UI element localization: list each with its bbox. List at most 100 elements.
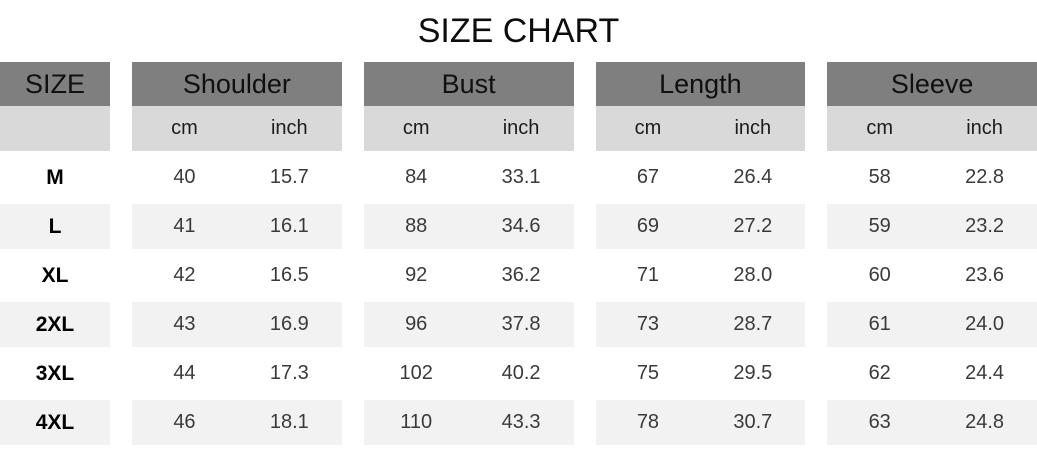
- table-row: 69 27.2: [595, 204, 806, 249]
- size-label-row: M: [0, 155, 110, 200]
- cell-shoulder-cm: 44: [173, 362, 196, 384]
- unit-header-cm: cm: [866, 117, 894, 139]
- cell-length-cm: 67: [636, 166, 660, 188]
- table-row: 42 16.5: [132, 253, 342, 298]
- cell-sleeve-inch: 24.4: [965, 362, 1005, 384]
- cell-sleeve-cm: 62: [868, 362, 891, 384]
- cell-sleeve-cm: 63: [868, 411, 891, 433]
- cell-shoulder-cm: 43: [173, 313, 196, 335]
- size-label-row: 3XL: [0, 351, 110, 396]
- cell-bust-cm: 92: [405, 264, 428, 286]
- cell-sleeve-cm: 58: [868, 166, 891, 188]
- table-row: 110 43.3: [363, 400, 574, 445]
- cell-bust-cm: 102: [399, 362, 433, 384]
- cell-bust-cm: 84: [405, 166, 428, 188]
- cell-shoulder-cm: 41: [173, 215, 196, 237]
- unit-header-cm: cm: [634, 117, 662, 139]
- size-label-row: 4XL: [0, 400, 110, 445]
- unit-header-inch: inch: [270, 117, 308, 139]
- table-row: 92 36.2: [363, 253, 574, 298]
- table-row: 67 26.4: [595, 155, 806, 200]
- cell-length-cm: 69: [636, 215, 660, 237]
- cell-shoulder-inch: 16.5: [269, 264, 309, 286]
- table-row: 40 15.7: [132, 155, 342, 200]
- column-group-length: Length cm inch 67 26.4 69 27.2 71 28.0 7…: [595, 62, 806, 445]
- cell-shoulder-inch: 18.1: [269, 411, 309, 433]
- size-unit-header-empty: [0, 106, 110, 151]
- size-label: 4XL: [35, 410, 75, 434]
- cell-bust-inch: 37.8: [501, 313, 541, 335]
- cell-sleeve-inch: 24.8: [965, 411, 1005, 433]
- cell-bust-inch: 43.3: [501, 411, 541, 433]
- table-row: 84 33.1: [363, 155, 574, 200]
- table-row: 46 18.1: [132, 400, 342, 445]
- table-row: 71 28.0: [595, 253, 806, 298]
- unit-header-inch: inch: [966, 117, 1003, 139]
- size-label-row: L: [0, 204, 110, 249]
- column-header-bust: Bust: [363, 62, 574, 106]
- table-row: 61 24.0: [827, 302, 1037, 347]
- unit-header-inch: inch: [734, 117, 772, 139]
- size-label: 3XL: [35, 361, 75, 385]
- unit-header-cm: cm: [402, 117, 430, 139]
- size-column-header: SIZE: [0, 62, 110, 106]
- table-row: 58 22.8: [827, 155, 1037, 200]
- cell-shoulder-inch: 16.1: [269, 215, 309, 237]
- cell-length-inch: 28.7: [733, 313, 773, 335]
- cell-sleeve-cm: 60: [868, 264, 891, 286]
- column-header-length: Length: [595, 62, 806, 106]
- column-header-shoulder: Shoulder: [132, 62, 342, 106]
- cell-shoulder-inch: 17.3: [269, 362, 309, 384]
- column-group-shoulder: Shoulder cm inch 40 15.7 41 16.1 42 16.5…: [132, 62, 342, 445]
- cell-shoulder-inch: 15.7: [269, 166, 309, 188]
- size-label-row: XL: [0, 253, 110, 298]
- table-row: 75 29.5: [595, 351, 806, 396]
- page-title: SIZE CHART: [417, 11, 620, 50]
- size-label: L: [48, 214, 62, 238]
- size-label: 2XL: [35, 312, 75, 336]
- cell-bust-inch: 40.2: [501, 362, 541, 384]
- cell-sleeve-cm: 59: [868, 215, 891, 237]
- size-column-group: SIZE M L XL 2XL 3XL 4XL: [0, 62, 110, 445]
- unit-header-row: cm inch: [132, 106, 342, 151]
- table-row: 43 16.9: [132, 302, 342, 347]
- unit-header-row: cm inch: [363, 106, 574, 151]
- cell-length-cm: 73: [636, 313, 660, 335]
- cell-length-cm: 71: [636, 264, 660, 286]
- cell-bust-inch: 33.1: [501, 166, 541, 188]
- table-row: 60 23.6: [827, 253, 1037, 298]
- cell-bust-inch: 36.2: [501, 264, 541, 286]
- table-row: 96 37.8: [363, 302, 574, 347]
- cell-sleeve-inch: 24.0: [965, 313, 1005, 335]
- size-label: M: [46, 165, 64, 189]
- cell-shoulder-cm: 46: [173, 411, 196, 433]
- table-row: 59 23.2: [827, 204, 1037, 249]
- cell-shoulder-inch: 16.9: [269, 313, 309, 335]
- column-group-sleeve: Sleeve cm inch 58 22.8 59 23.2 60 23.6 6…: [827, 62, 1037, 445]
- unit-header-row: cm inch: [827, 106, 1037, 151]
- cell-bust-cm: 96: [405, 313, 428, 335]
- cell-length-cm: 78: [636, 411, 660, 433]
- table-row: 62 24.4: [827, 351, 1037, 396]
- table-row: 78 30.7: [595, 400, 806, 445]
- cell-bust-cm: 110: [400, 411, 433, 433]
- table-row: 63 24.8: [827, 400, 1037, 445]
- table-row: 44 17.3: [132, 351, 342, 396]
- cell-length-inch: 30.7: [733, 411, 773, 433]
- cell-length-inch: 26.4: [733, 166, 773, 188]
- cell-sleeve-inch: 23.2: [965, 215, 1005, 237]
- size-label-row: 2XL: [0, 302, 110, 347]
- unit-header-inch: inch: [502, 117, 540, 139]
- cell-bust-cm: 88: [405, 215, 428, 237]
- cell-length-inch: 27.2: [733, 215, 773, 237]
- column-header-sleeve: Sleeve: [827, 62, 1037, 106]
- cell-length-cm: 75: [636, 362, 660, 384]
- cell-sleeve-inch: 22.8: [965, 166, 1005, 188]
- cell-shoulder-cm: 40: [173, 166, 196, 188]
- unit-header-row: cm inch: [595, 106, 806, 151]
- column-group-bust: Bust cm inch 84 33.1 88 34.6 92 36.2 96 …: [363, 62, 574, 445]
- cell-length-inch: 29.5: [733, 362, 773, 384]
- cell-bust-inch: 34.6: [501, 215, 541, 237]
- unit-header-cm: cm: [171, 117, 198, 139]
- table-row: 41 16.1: [132, 204, 342, 249]
